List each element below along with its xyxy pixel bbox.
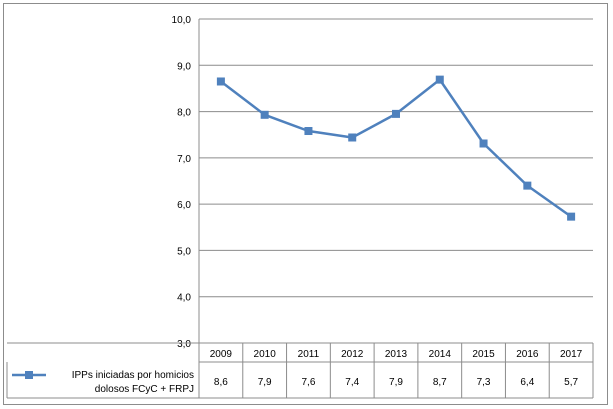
legend-marker (25, 371, 33, 379)
category-label: 2014 (429, 349, 452, 360)
category-label: 2015 (472, 349, 495, 360)
table-value: 8,7 (433, 377, 447, 388)
legend-series-name: IPPs iniciadas por homicios dolosos FCyC … (72, 370, 194, 395)
y-tick-label: 7,0 (177, 154, 191, 165)
table-value: 7,9 (389, 377, 403, 388)
data-point-marker (567, 212, 576, 221)
table-value: 8,6 (214, 377, 228, 388)
data-point-marker (392, 109, 400, 118)
series-line (220, 78, 572, 218)
table-value: 6,4 (520, 377, 534, 388)
y-tick-label: 4,0 (177, 293, 191, 304)
data-point-marker (523, 181, 532, 190)
y-tick-label: 8,0 (177, 108, 191, 119)
data-point-marker (260, 110, 269, 119)
category-label: 2011 (298, 349, 320, 360)
y-tick-label: 3,0 (177, 339, 191, 350)
y-tick-label: 10,0 (172, 15, 192, 26)
category-label: 2012 (341, 349, 364, 360)
data-point-marker (479, 139, 488, 148)
y-tick-label: 9,0 (177, 61, 191, 72)
table-value: 5,7 (564, 377, 578, 388)
category-label: 2016 (516, 349, 539, 360)
table-value: 7,9 (258, 377, 272, 388)
chart-canvas: 3,0 4,0 5,0 6,0 7,0 8,0 9,0 10,0 2009 2010 2011 201… (6, 15, 594, 399)
category-label: 2013 (385, 349, 408, 360)
table-value: 7,6 (301, 377, 315, 388)
data-point-marker (348, 133, 357, 142)
category-label: 2017 (560, 349, 583, 360)
y-tick-label: 6,0 (177, 200, 191, 211)
table-value: 7,4 (345, 377, 359, 388)
line-chart-with-data-table: 3,0 4,0 5,0 6,0 7,0 8,0 9,0 10,0 2009 2010 2011 201… (3, 3, 608, 405)
data-point-marker (304, 127, 313, 136)
data-point-marker (216, 77, 225, 86)
table-value: 7,3 (477, 377, 491, 388)
category-label: 2009 (210, 349, 233, 360)
category-label: 2010 (254, 349, 277, 360)
data-point-marker (435, 75, 444, 84)
y-tick-label: 5,0 (177, 246, 191, 257)
